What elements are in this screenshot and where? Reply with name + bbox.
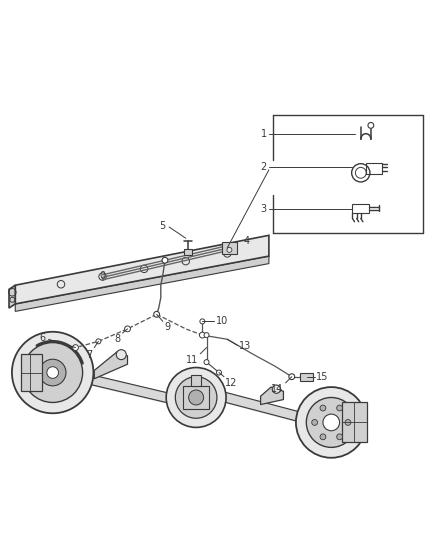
Text: 7: 7 [86,350,92,360]
Bar [222,243,237,254]
Circle shape [12,332,93,413]
Circle shape [162,257,168,263]
Text: 2: 2 [261,161,267,172]
Circle shape [296,387,367,458]
Text: 3: 3 [261,204,267,214]
Circle shape [204,360,209,365]
Text: 15: 15 [316,372,328,382]
Bar [300,373,314,381]
Circle shape [182,257,190,265]
Polygon shape [261,387,283,405]
Text: 4: 4 [244,236,250,246]
Circle shape [337,434,343,440]
Circle shape [47,367,59,378]
Text: 10: 10 [215,317,228,326]
Circle shape [312,419,318,425]
Circle shape [306,398,356,447]
Circle shape [23,343,83,402]
Text: 12: 12 [225,377,237,387]
Polygon shape [15,235,269,304]
Polygon shape [94,352,127,379]
Circle shape [337,405,343,411]
Circle shape [323,414,339,431]
Text: 5: 5 [159,221,165,231]
Text: 6: 6 [39,334,46,343]
Circle shape [223,249,231,257]
Text: 0: 0 [99,271,106,281]
Bar [366,163,382,174]
Circle shape [141,265,148,272]
Bar [184,249,192,255]
Polygon shape [9,285,15,308]
Circle shape [200,319,205,324]
Polygon shape [21,354,42,391]
Circle shape [320,434,326,440]
Circle shape [227,247,232,252]
Bar [353,204,369,213]
Polygon shape [15,256,269,311]
Circle shape [199,332,205,338]
Text: 11: 11 [186,355,198,365]
Circle shape [189,390,204,405]
Polygon shape [191,375,201,386]
Circle shape [73,345,78,351]
Text: 14: 14 [271,384,283,394]
Circle shape [175,377,217,418]
Bar [183,386,209,409]
Circle shape [166,368,226,427]
Circle shape [57,280,65,288]
Circle shape [320,405,326,411]
Circle shape [345,419,351,425]
Circle shape [117,350,126,360]
Circle shape [99,273,106,280]
Text: 1: 1 [261,128,267,139]
Text: 9: 9 [164,322,170,332]
Polygon shape [342,402,367,442]
Circle shape [289,374,295,379]
Text: 8: 8 [114,334,120,344]
Circle shape [216,370,222,375]
Circle shape [154,311,159,317]
Circle shape [272,385,281,393]
Circle shape [96,339,101,344]
Circle shape [39,359,66,386]
Circle shape [124,326,131,332]
Text: 13: 13 [239,341,251,351]
Circle shape [204,333,209,337]
